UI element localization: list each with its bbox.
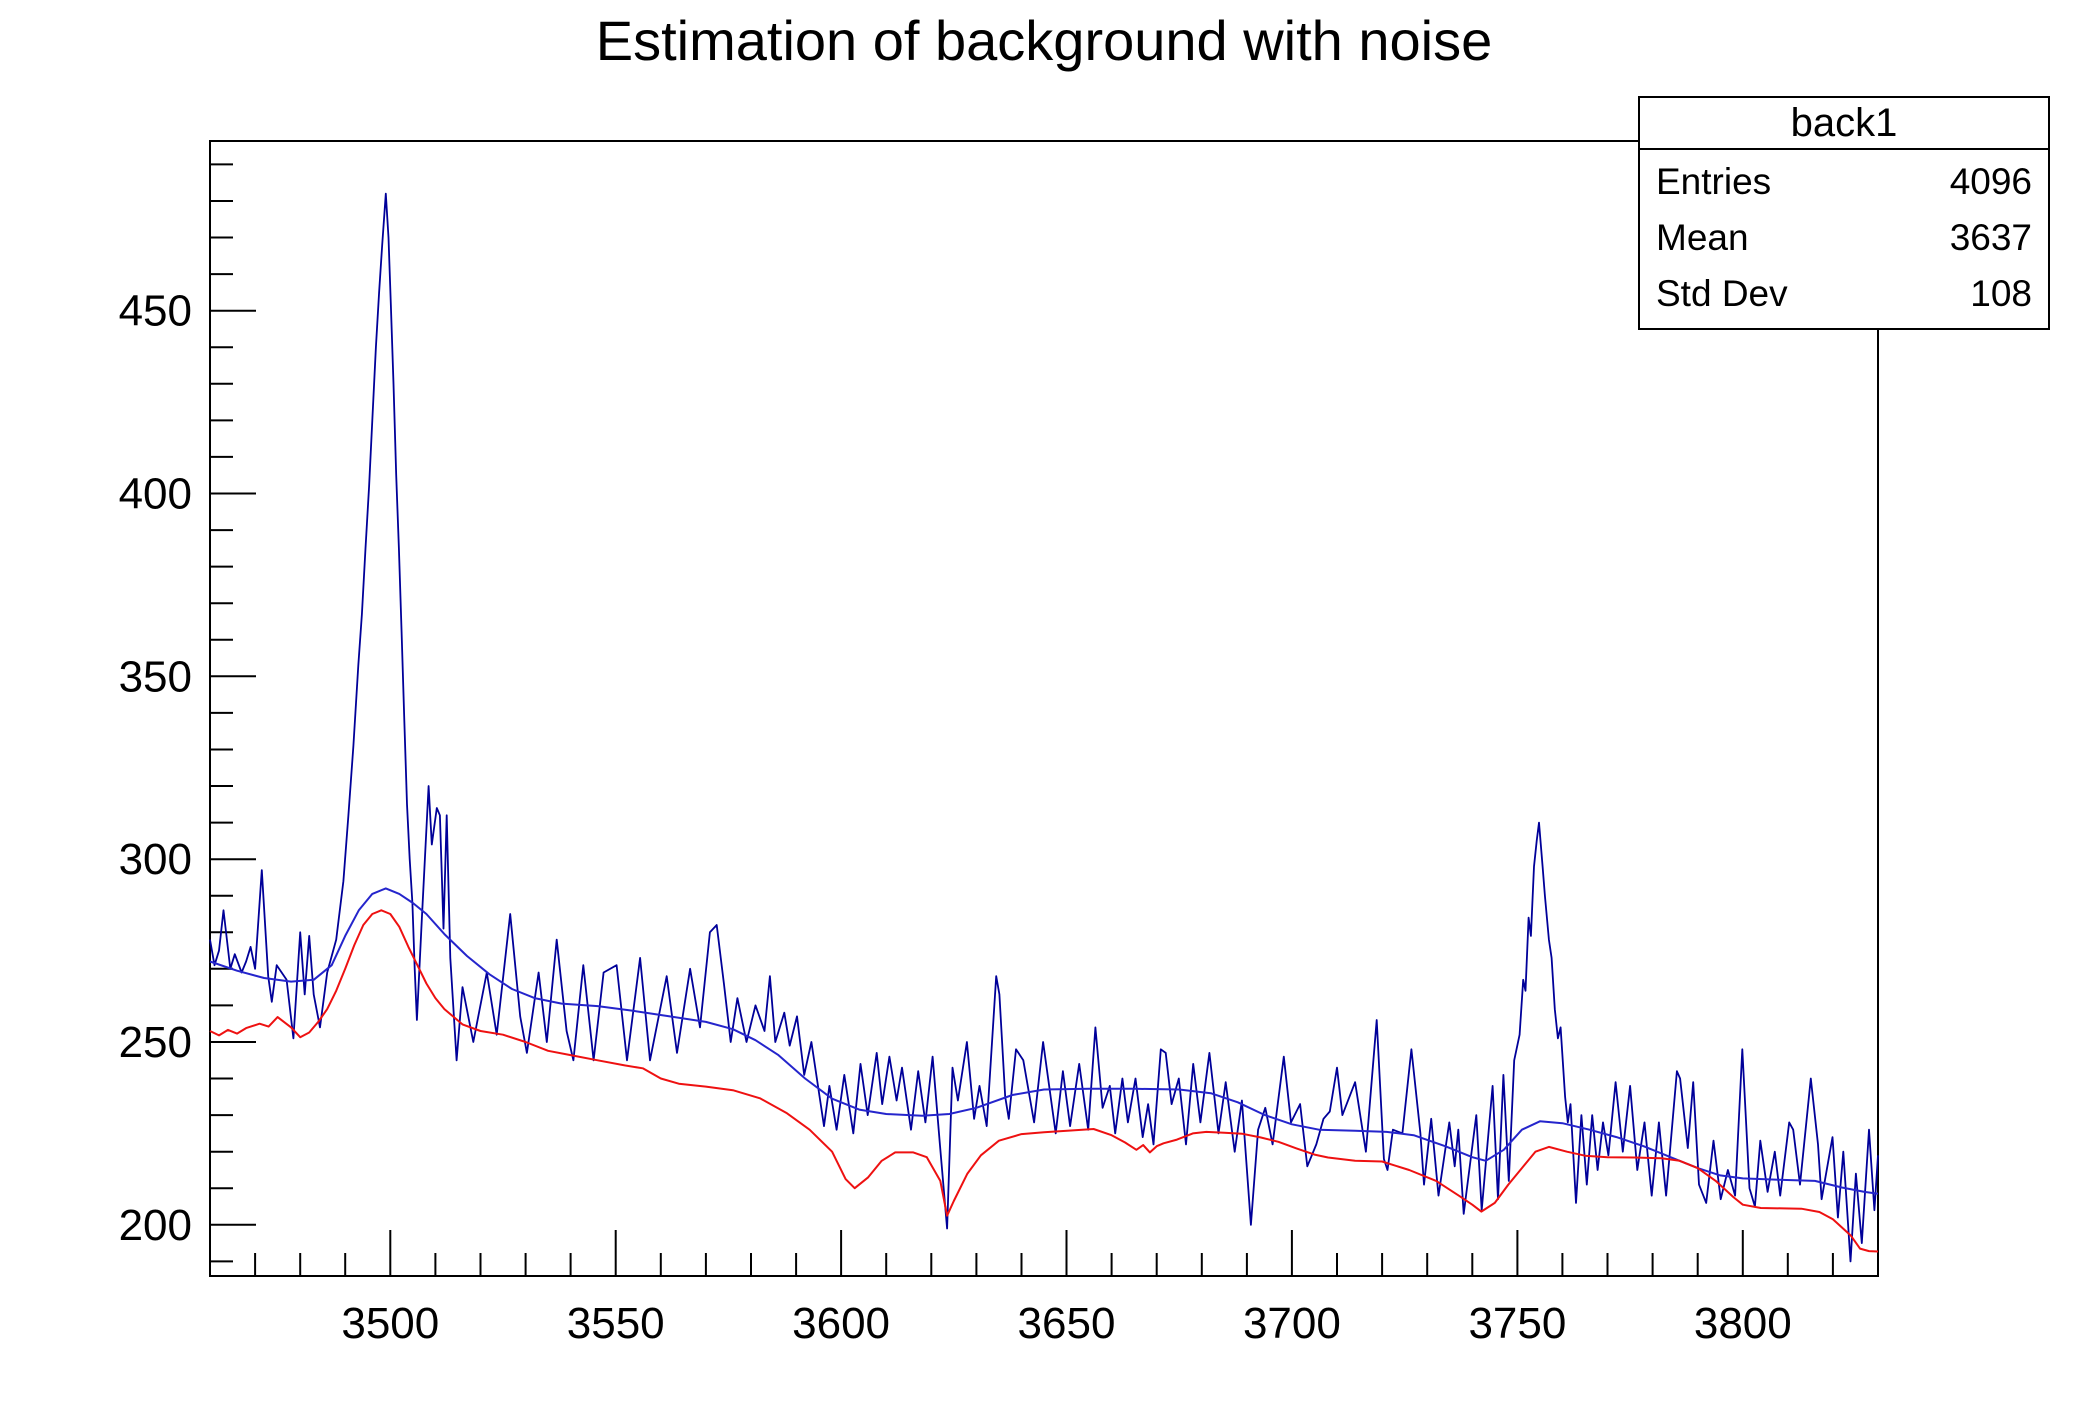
stats-box: back1 Entries 4096 Mean 3637 Std Dev 108 — [1638, 96, 2050, 330]
svg-text:3550: 3550 — [567, 1299, 665, 1348]
series-2 — [209, 909, 1879, 1253]
stats-row-mean: Mean 3637 — [1640, 210, 2048, 266]
stats-value-mean: 3637 — [1949, 217, 2032, 258]
chart-title: Estimation of background with noise — [595, 9, 1493, 72]
svg-text:350: 350 — [119, 652, 192, 701]
svg-text:200: 200 — [119, 1201, 192, 1250]
stats-box-title: back1 — [1640, 98, 2048, 150]
svg-text:300: 300 — [119, 835, 192, 884]
x-axis-labels: 3500 3550 3600 3650 3700 3750 3800 — [341, 1299, 1791, 1348]
svg-text:3800: 3800 — [1694, 1299, 1792, 1348]
plot-frame — [209, 140, 1879, 1277]
svg-text:3650: 3650 — [1018, 1299, 1116, 1348]
y-axis-labels: 200 250 300 350 400 450 — [119, 287, 192, 1250]
stats-label-entries: Entries — [1656, 161, 1772, 202]
series-0 — [209, 192, 1879, 1263]
stats-row-stddev: Std Dev 108 — [1640, 266, 2048, 322]
stats-row-entries: Entries 4096 — [1640, 154, 2048, 210]
svg-text:450: 450 — [119, 287, 192, 336]
stats-rows: Entries 4096 Mean 3637 Std Dev 108 — [1640, 150, 2048, 328]
svg-text:3750: 3750 — [1468, 1299, 1566, 1348]
stats-label-mean: Mean — [1656, 217, 1749, 258]
svg-text:3700: 3700 — [1243, 1299, 1341, 1348]
svg-text:250: 250 — [119, 1018, 192, 1067]
stats-value-entries: 4096 — [1949, 161, 2032, 202]
y-axis-ticks — [210, 163, 256, 1263]
svg-text:400: 400 — [119, 470, 192, 519]
svg-text:3500: 3500 — [341, 1299, 439, 1348]
stats-value-stddev: 108 — [1970, 273, 2032, 314]
x-axis-ticks — [209, 1230, 1879, 1276]
svg-text:3600: 3600 — [792, 1299, 890, 1348]
series-1 — [209, 887, 1879, 1195]
stats-label-stddev: Std Dev — [1656, 273, 1788, 314]
